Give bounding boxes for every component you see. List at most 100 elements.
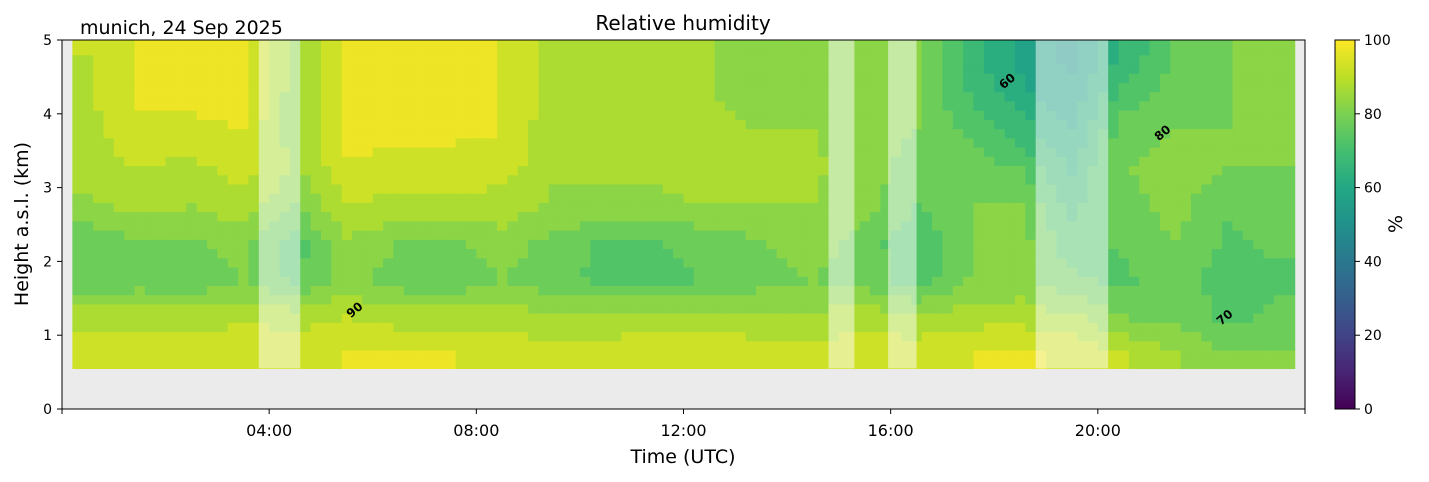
heatmap-cell [1253,165,1265,176]
heatmap-cell [600,294,612,305]
heatmap-cell [320,239,332,250]
heatmap-cell [331,257,343,268]
heatmap-cell [310,303,322,314]
heatmap-cell [559,110,571,120]
heatmap-cell [1273,54,1285,65]
heatmap-cell [569,202,581,213]
heatmap-cell [1211,147,1223,157]
heatmap-cell [548,110,560,120]
heatmap-cell [662,276,674,286]
heatmap-cell [1211,285,1223,296]
heatmap-cell [1273,331,1285,342]
heatmap-cell [124,285,136,296]
heatmap-cell [1211,128,1223,139]
heatmap-cell [517,266,529,277]
heatmap-cell [662,183,674,194]
heatmap-cell [724,193,736,203]
heatmap-cell [704,211,716,222]
heatmap-cell [631,285,643,296]
heatmap-cell [445,63,457,74]
heatmap-cell [673,248,685,259]
heatmap-cell [704,165,716,176]
heatmap-cell [352,340,363,351]
heatmap-cell [942,257,954,268]
heatmap-cell [610,331,622,342]
heatmap-cell [1004,119,1016,130]
heatmap-cell [445,183,457,194]
heatmap-cell [155,303,167,314]
heatmap-cell [1180,322,1192,333]
heatmap-cell [82,303,94,314]
heatmap-cell [673,82,685,93]
heatmap-cell [103,183,115,194]
heatmap-cell [507,63,519,74]
heatmap-cell [528,54,540,65]
heatmap-cell [248,137,260,148]
heatmap-cell [590,211,602,222]
heatmap-cell [973,100,985,111]
heatmap-cell [724,359,736,370]
heatmap-cell [1222,202,1234,213]
heatmap-cell [662,349,674,360]
heatmap-cell [134,303,146,314]
heatmap-cell [683,239,695,250]
heatmap-cell [103,303,115,314]
heatmap-cell [787,340,799,351]
heatmap-cell [683,119,695,130]
heatmap-cell [352,331,363,342]
heatmap-cell [559,331,571,342]
heatmap-cell [1242,54,1254,65]
heatmap-cell [963,303,975,314]
heatmap-cell [1139,230,1151,240]
heatmap-cell [476,211,488,222]
heatmap-cell [652,128,664,139]
heatmap-cell [238,349,250,360]
heatmap-cell [818,165,830,176]
heatmap-cell [818,91,830,102]
heatmap-cell [818,257,830,268]
heatmap-cell [1263,266,1275,277]
heatmap-cell [714,211,726,222]
heatmap-cell [590,230,602,240]
heatmap-cell [1191,183,1203,194]
heatmap-cell [538,276,550,286]
heatmap-cell [621,248,633,259]
heatmap-cell [476,119,488,130]
heatmap-cell [341,73,353,84]
heatmap-cell [414,230,426,240]
heatmap-cell [165,294,177,305]
heatmap-cell [507,91,519,102]
heatmap-cell [963,91,975,102]
heatmap-cell [414,100,426,111]
heatmap-cell [465,331,477,342]
heatmap-cell [1263,313,1275,323]
heatmap-cell [973,91,985,102]
heatmap-cell [1170,137,1182,148]
heatmap-cell [548,174,560,185]
heatmap-cell [486,128,498,139]
heatmap-cell [952,110,964,120]
heatmap-cell [642,359,654,370]
heatmap-cell [186,230,198,240]
heatmap-cell [756,174,767,185]
heatmap-cell [1232,165,1244,176]
heatmap-cell [341,156,353,167]
heatmap-cell [952,266,964,277]
heatmap-cell [238,54,250,65]
heatmap-cell [1232,340,1244,351]
heatmap-cell [455,137,467,148]
heatmap-cell [103,313,115,323]
heatmap-cell [507,100,519,111]
heatmap-cell [652,174,664,185]
heatmap-cell [507,322,519,333]
heatmap-cell [1128,257,1140,268]
heatmap-cell [196,128,208,139]
heatmap-cell [942,128,954,139]
heatmap-cell [1170,202,1182,213]
heatmap-cell [300,73,312,84]
heatmap-cell [455,211,467,222]
heatmap-cell [673,294,685,305]
heatmap-cell [652,54,664,65]
heatmap-cell [952,45,964,56]
heatmap-cell [1108,266,1120,277]
